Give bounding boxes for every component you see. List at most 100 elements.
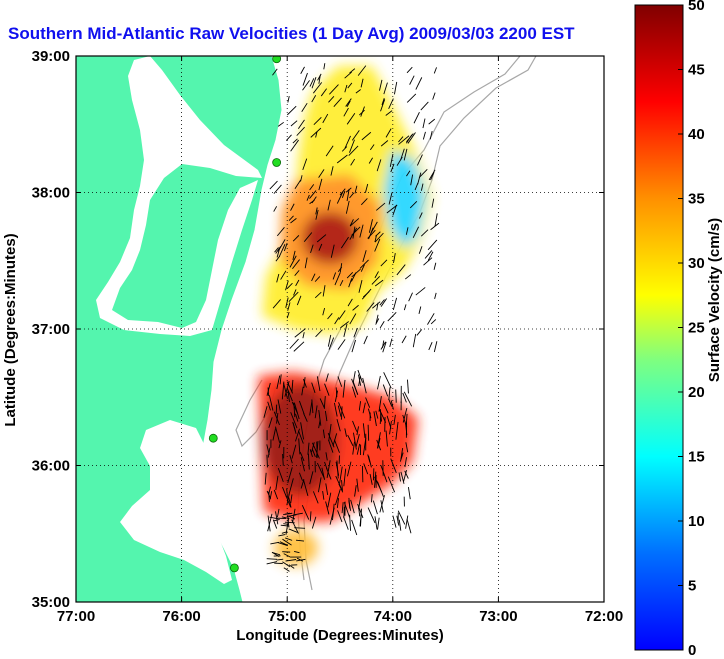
velocity-arrow (380, 99, 386, 112)
velocity-arrow (277, 467, 284, 483)
velocity-arrow (292, 138, 298, 144)
velocity-arrow (302, 80, 310, 91)
velocity-arrow (346, 272, 354, 279)
velocity-arrow (292, 250, 296, 260)
velocity-arrow (350, 158, 356, 166)
velocity-arrow (358, 280, 363, 293)
velocity-arrow (380, 341, 386, 350)
velocity-arrow (367, 507, 376, 524)
velocity-arrow (423, 257, 433, 266)
velocity-arrow (303, 377, 306, 389)
velocity-arrow (400, 471, 405, 484)
velocity-arrow (383, 372, 392, 389)
velocity-arrow (341, 480, 343, 491)
velocity-arrow (272, 428, 276, 441)
velocity-arrow (287, 514, 297, 517)
colorbar-tick-label: 50 (688, 0, 705, 14)
velocity-arrow (359, 259, 369, 269)
velocity-arrow (326, 460, 331, 478)
velocity-arrow (336, 418, 341, 432)
velocity-arrow (295, 279, 300, 287)
velocity-arrow (427, 251, 434, 261)
velocity-arrow (339, 466, 343, 484)
x-tick-label: 76:00 (162, 608, 200, 625)
x-tick-label: 73:00 (479, 608, 517, 625)
chesapeake-bay (96, 56, 262, 336)
velocity-arrow (283, 567, 290, 572)
colorbar-tick-label: 25 (688, 320, 705, 337)
velocity-arrow (312, 442, 320, 459)
velocity-arrow (289, 454, 293, 464)
velocity-arrow (275, 426, 281, 443)
velocity-arrow (281, 531, 288, 534)
velocity-arrow (412, 226, 420, 239)
velocity-arrow (388, 387, 391, 400)
velocity-arrow (415, 287, 426, 296)
velocity-arrow (284, 521, 295, 524)
velocity-arrow (291, 444, 297, 459)
velocity-arrow (398, 472, 401, 482)
velocity-arrow (367, 424, 370, 441)
y-tick-label: 38:00 (32, 185, 70, 202)
velocity-arrow (311, 442, 315, 453)
velocity-arrow (357, 503, 364, 519)
velocity-arrow (403, 304, 407, 311)
velocity-arrow (319, 398, 325, 408)
velocity-arrow (356, 478, 359, 492)
velocity-arrow (355, 89, 361, 94)
velocity-arrow (298, 430, 304, 444)
velocity-arrow (337, 339, 346, 350)
velocity-arrow (310, 127, 322, 138)
velocity-arrow (300, 457, 305, 472)
velocity-arrow (381, 97, 385, 106)
velocity-arrow (286, 381, 294, 394)
velocity-arrow (379, 495, 385, 513)
velocity-arrow (303, 413, 308, 422)
velocity-arrow (407, 379, 409, 394)
velocity-arrow (272, 68, 278, 76)
pamlico-sound (120, 420, 232, 584)
velocity-arrow (322, 307, 326, 316)
velocity-arrow (350, 499, 355, 514)
velocity-arrow (374, 476, 380, 487)
velocity-arrow (327, 313, 333, 320)
velocity-arrow (339, 188, 346, 196)
velocity-arrow (368, 455, 372, 468)
velocity-arrow (374, 271, 379, 279)
velocity-arrow (275, 511, 279, 525)
station-marker (208, 433, 218, 443)
velocity-arrow (352, 371, 356, 384)
velocity-arrow (324, 383, 330, 396)
velocity-arrow (373, 411, 377, 427)
velocity-arrow (368, 219, 373, 233)
velocity-arrow (347, 298, 353, 307)
velocity-arrow (386, 204, 398, 214)
velocity-arrow (325, 145, 334, 157)
velocity-arrow (325, 501, 330, 515)
velocity-arrow (405, 515, 409, 529)
velocity-arrow (332, 272, 337, 280)
velocity-arrow (302, 479, 309, 496)
velocity-arrow (266, 454, 268, 468)
velocity-arrow (311, 516, 317, 529)
colorbar-tick-label: 40 (688, 126, 705, 143)
velocity-arrow (370, 221, 378, 234)
velocity-arrow (375, 410, 379, 419)
velocity-arrow (348, 278, 353, 288)
velocity-arrow (385, 430, 388, 447)
velocity-arrow (351, 386, 357, 398)
velocity-arrow (400, 447, 404, 460)
velocity-arrow (293, 402, 300, 420)
velocity-arrow (322, 491, 325, 500)
velocity-arrow (346, 112, 356, 125)
velocity-arrow (328, 96, 335, 103)
velocity-arrow (347, 434, 354, 446)
velocity-arrow (351, 339, 356, 353)
velocity-arrow (335, 387, 338, 398)
velocity-arrow (318, 419, 321, 429)
velocity-arrow (416, 154, 423, 166)
velocity-arrow (346, 100, 351, 107)
velocity-arrow (392, 515, 397, 528)
station-marker (272, 56, 282, 64)
velocity-arrow (324, 461, 328, 471)
